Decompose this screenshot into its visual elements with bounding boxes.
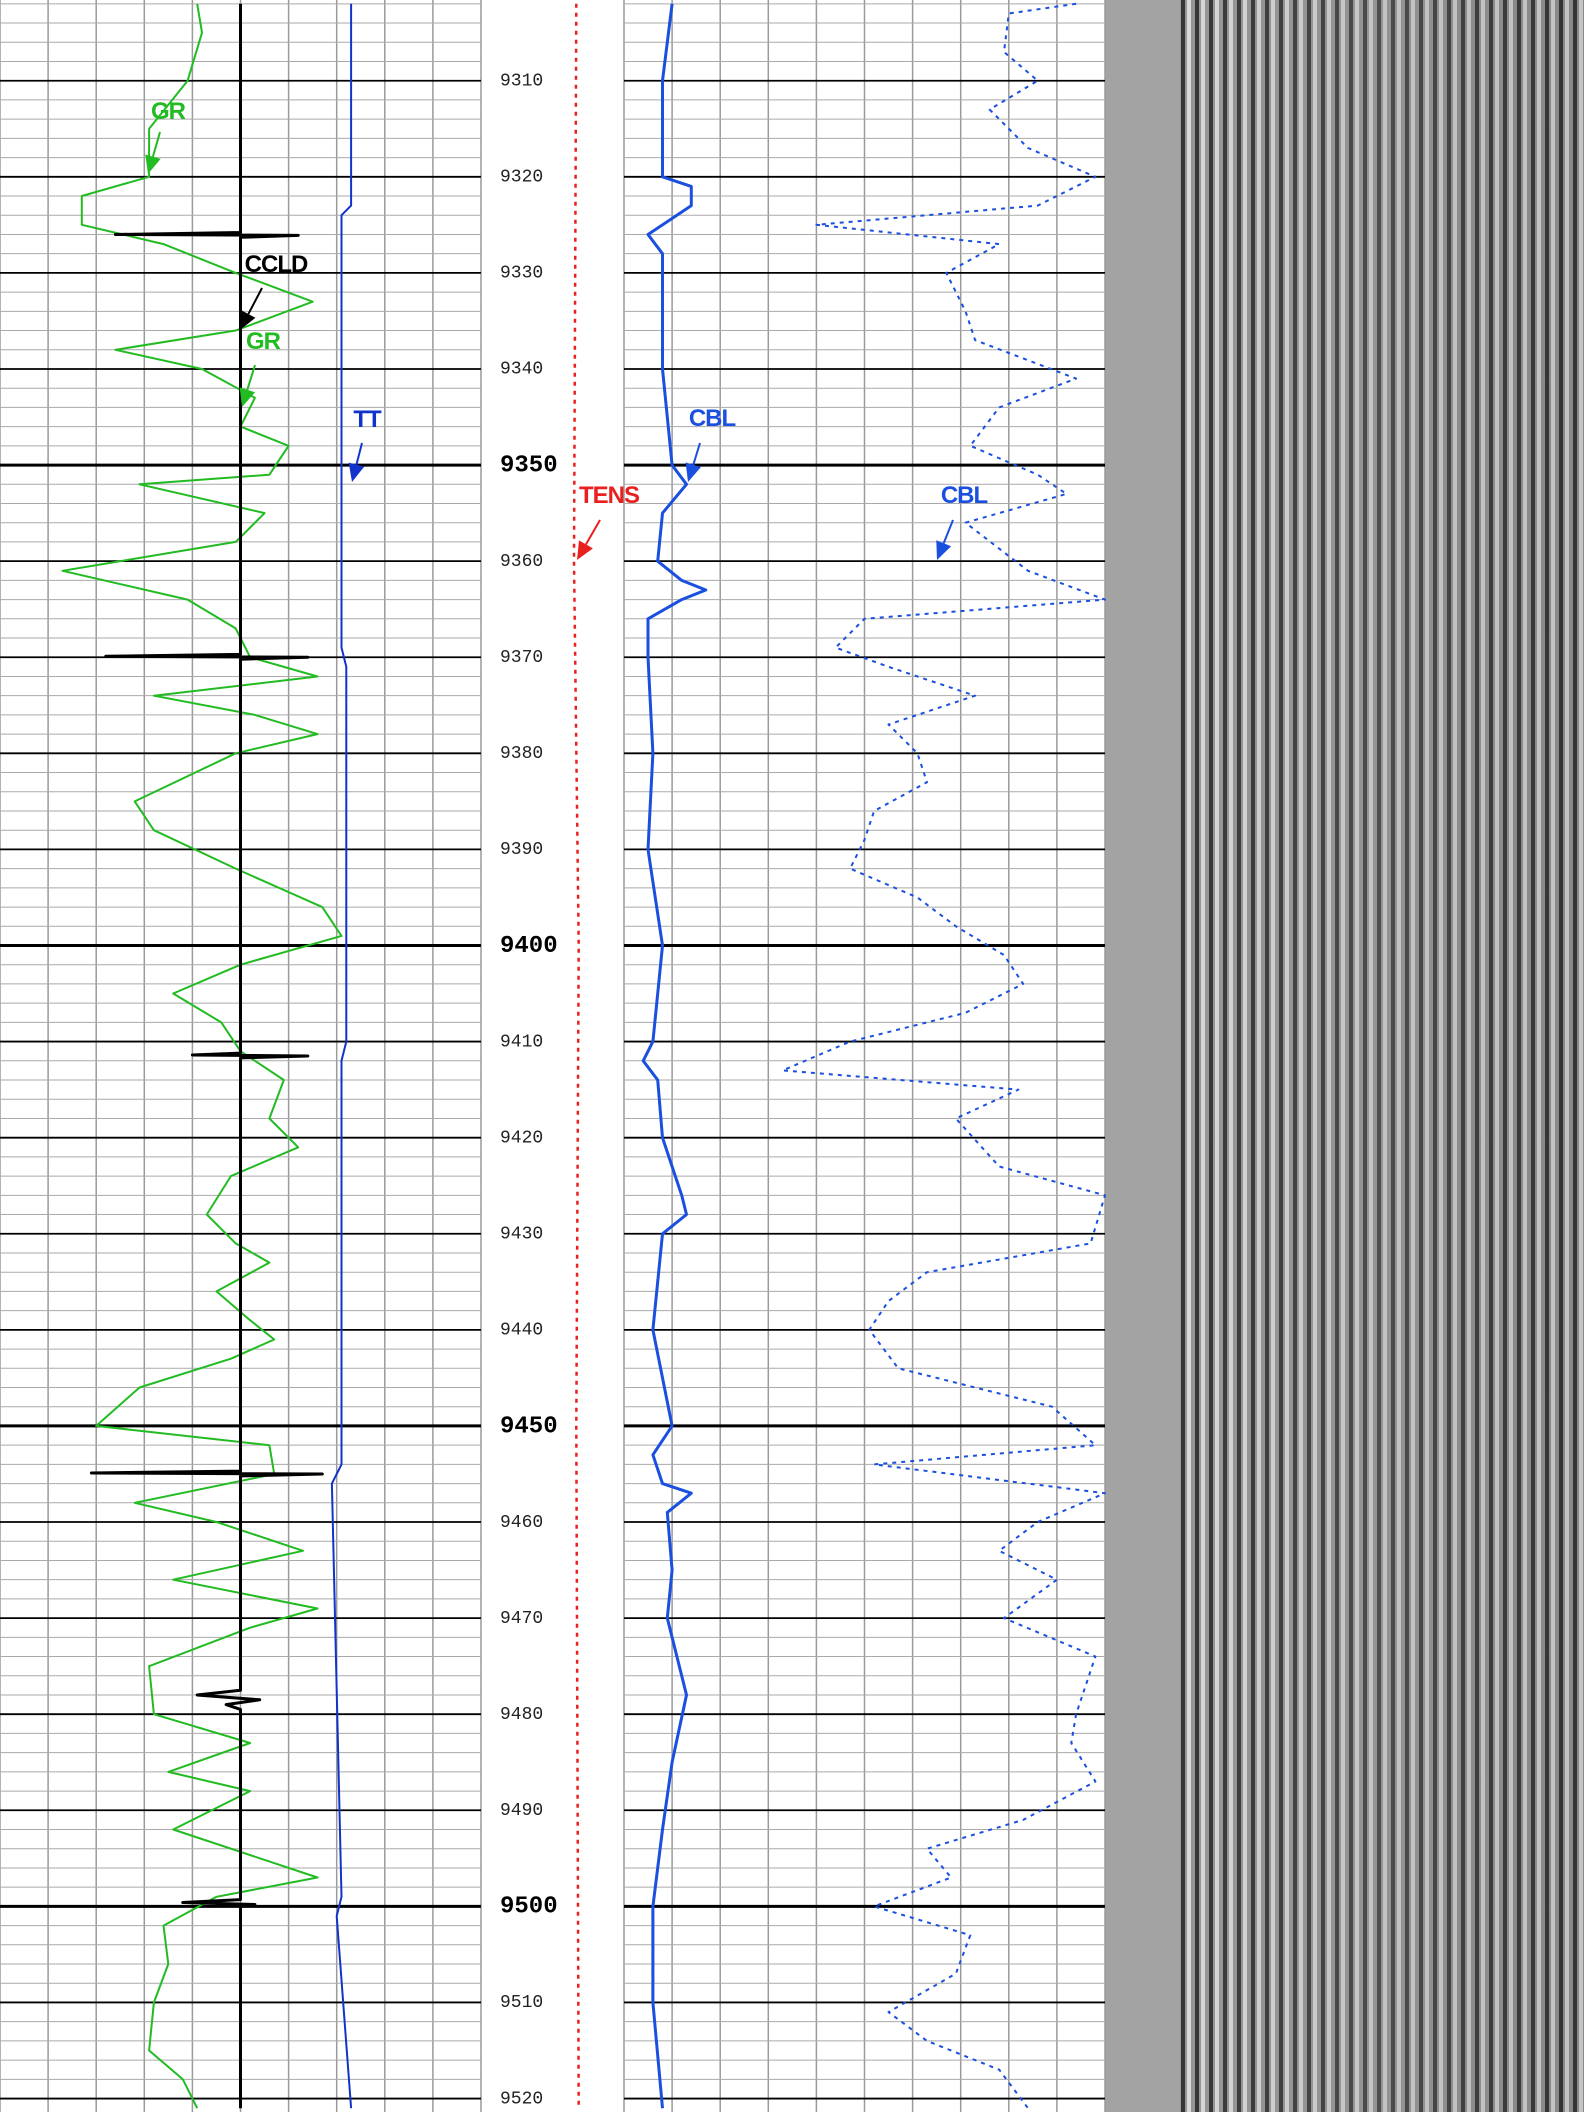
depth-label: 9420 [500,1128,543,1148]
depth-label: 9340 [500,360,543,380]
depth-label: 9330 [500,264,543,284]
label-arrow-shaft [692,442,701,466]
curve-label: TENS [579,482,640,509]
depth-label: 9380 [500,744,543,764]
label-arrow-head [145,154,161,174]
depth-label: 9500 [500,1894,558,1921]
depth-label: 9410 [500,1032,543,1052]
label-arrow-head [348,462,365,482]
depth-label: 9370 [500,648,543,668]
label-arrow-shaft [246,364,256,391]
depth-label: 9390 [500,840,543,860]
vdl-margin [1105,0,1180,2112]
depth-label: 9510 [500,1993,543,2013]
label-arrow-head [685,462,701,482]
log-curve [89,3,324,2109]
label-arrow-shaft [247,287,263,315]
log-curve [572,3,580,2109]
depth-label: 9440 [500,1321,543,1341]
curve-label: GR [246,328,281,355]
label-arrow-shaft [585,519,601,545]
curve-label: TT [353,406,382,433]
depth-label: 9360 [500,552,543,572]
depth-label: 9480 [500,1705,543,1725]
depth-label: 9470 [500,1609,543,1629]
depth-label: 9490 [500,1801,543,1821]
depth-label: 9460 [500,1513,543,1533]
depth-label: 9320 [500,168,543,188]
label-arrow-shaft [151,131,161,157]
depth-label: 9430 [500,1225,543,1245]
log-curve [781,2,1106,2109]
label-arrow-shaft [355,442,363,465]
label-arrow-shaft [942,519,954,544]
curve-label: GR [151,98,186,125]
curves [61,2,1106,2109]
curve-label: CCLD [245,251,308,278]
vdl-shading [1180,0,1584,2112]
labels: 9310 9320 9330 9340 9350 9360 9370 9380 9390 9400… [145,71,989,2109]
label-arrow-head [239,387,255,407]
label-arrow-head [240,310,256,330]
log-curve [61,3,343,2109]
label-arrow-head [577,540,593,560]
depth-label: 9450 [500,1413,558,1440]
depth-label: 9400 [500,933,558,960]
label-arrow-head [936,540,952,560]
log-curve [641,3,708,2109]
grid [0,0,1106,2112]
log-curve [330,3,353,2109]
curve-label: CBL [941,482,988,509]
curve-label: CBL [689,405,736,432]
depth-label: 9350 [500,452,558,479]
depth-label: 9520 [500,2089,543,2109]
depth-label: 9310 [500,71,543,91]
